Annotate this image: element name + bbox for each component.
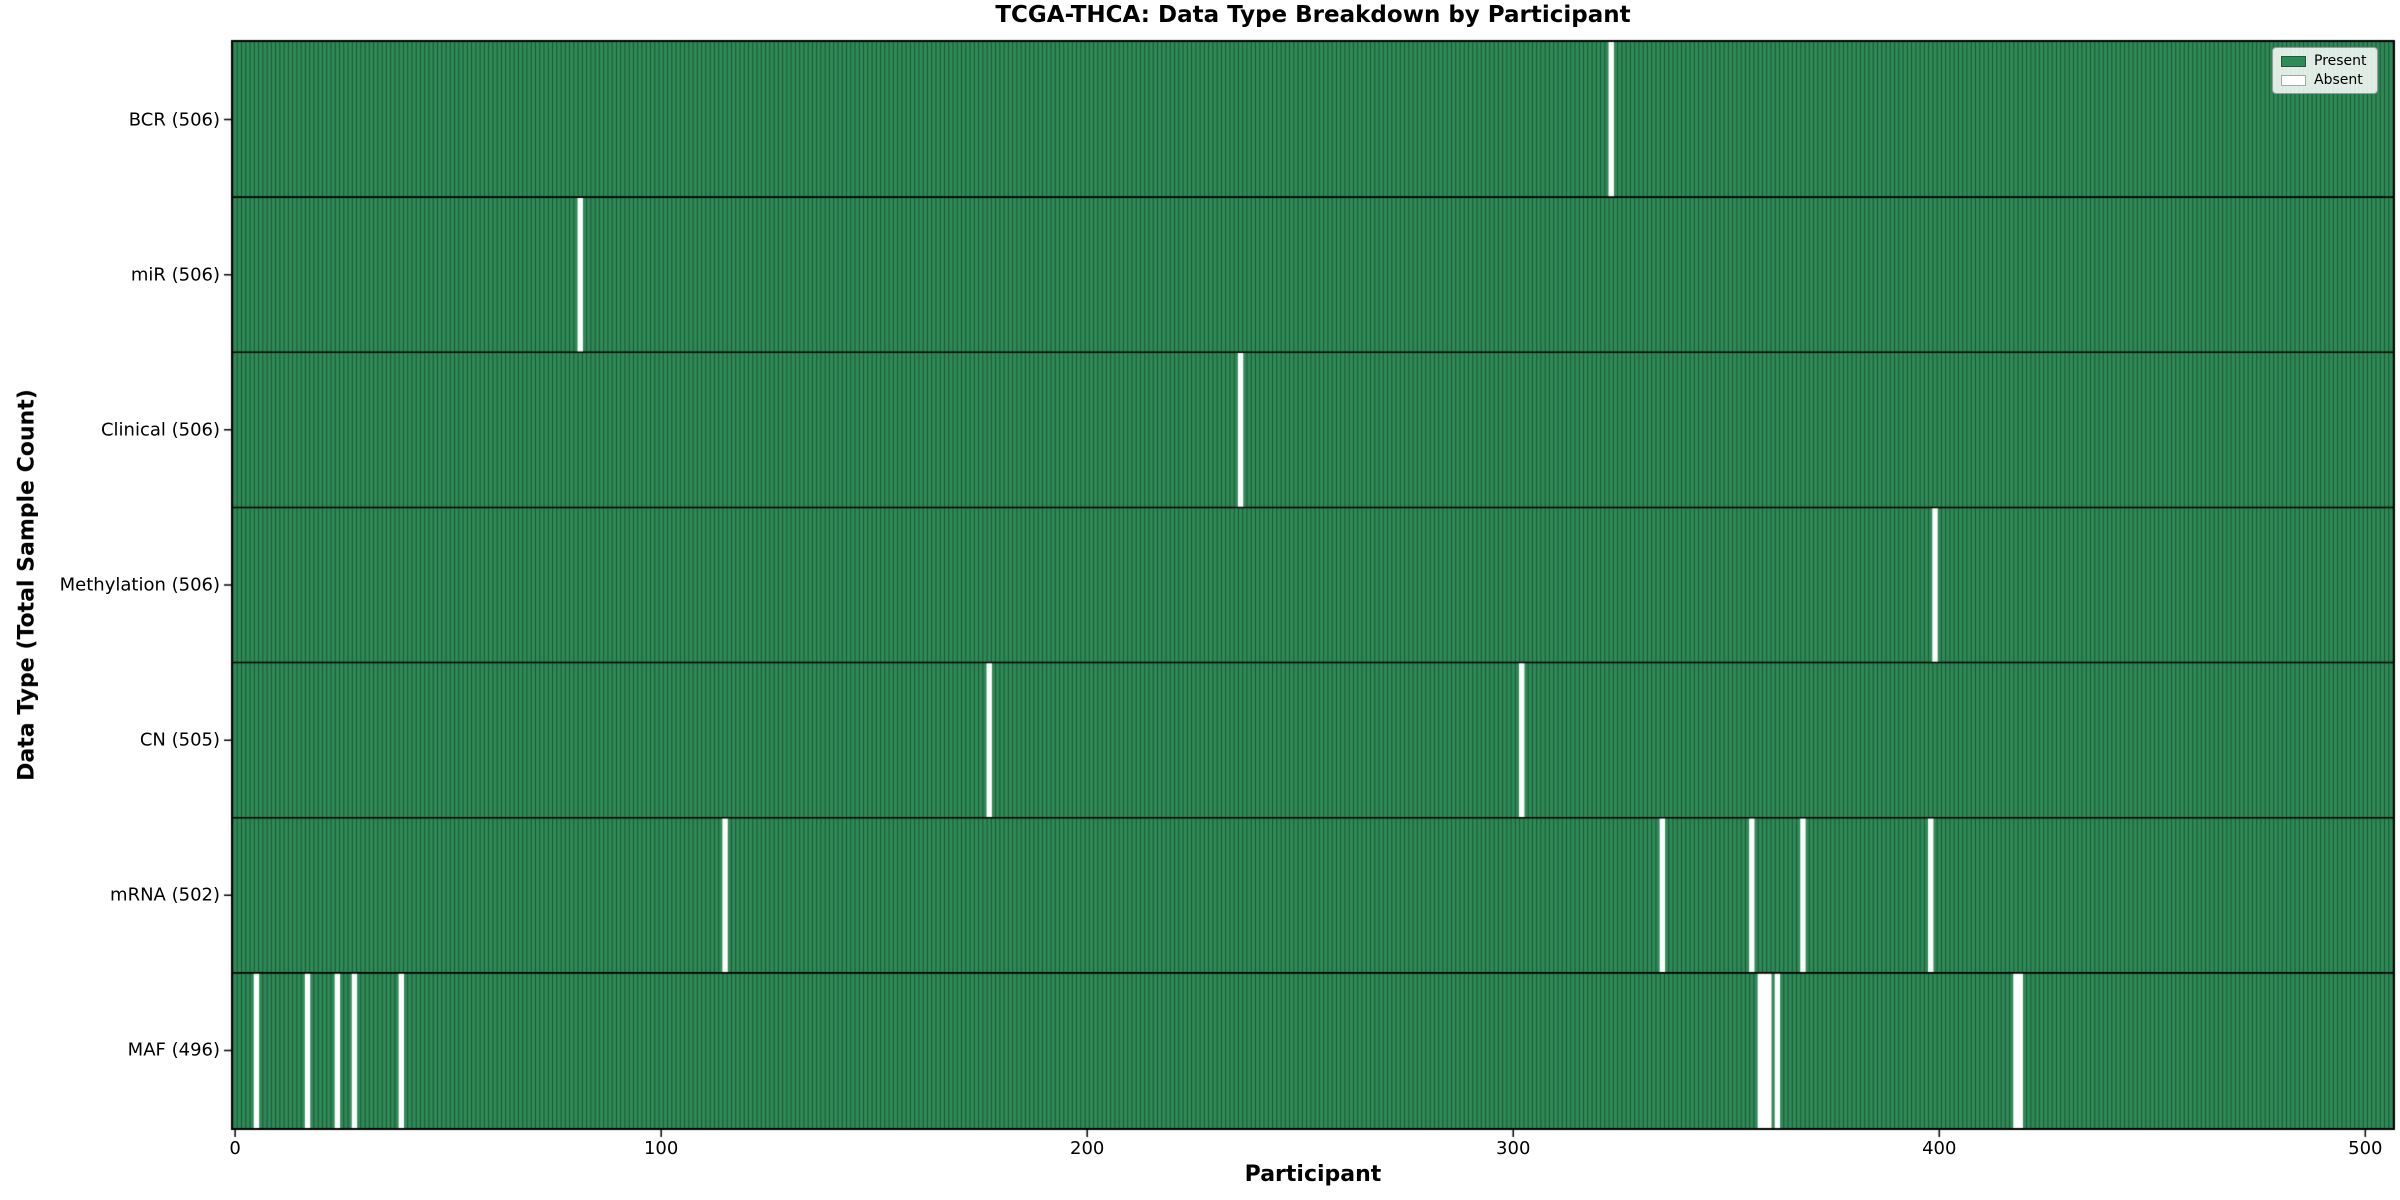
y-tick-label-maf: MAF (496) bbox=[127, 1039, 220, 1061]
absent-swatch-icon bbox=[2281, 74, 2306, 86]
y-tick-label-bcr: BCR (506) bbox=[128, 109, 220, 131]
present-swatch-icon bbox=[2281, 55, 2306, 67]
legend-label-present: Present bbox=[2314, 53, 2367, 69]
x-tick-label-200: 200 bbox=[1070, 1138, 1105, 1159]
y-tick-label-clinical: Clinical (506) bbox=[100, 419, 220, 441]
x-tick-label-100: 100 bbox=[643, 1138, 679, 1159]
y-tick-label-mrna: mRNA (502) bbox=[110, 884, 220, 906]
chart-title: TCGA-THCA: Data Type Breakdown by Partic… bbox=[995, 2, 1631, 28]
legend-label-absent: Absent bbox=[2314, 72, 2363, 88]
x-axis-label: Participant bbox=[1244, 1162, 1382, 1187]
x-tick-label-300: 300 bbox=[1496, 1138, 1531, 1159]
legend-entry-absent: Absent bbox=[2281, 73, 2369, 87]
x-tick-label-500: 500 bbox=[2348, 1138, 2383, 1159]
x-tick-label-400: 400 bbox=[1922, 1138, 1957, 1159]
legend-entry-present: Present bbox=[2281, 54, 2369, 68]
y-tick-label-mir: miR (506) bbox=[130, 264, 220, 286]
x-tick-label-0: 0 bbox=[229, 1138, 241, 1159]
y-tick-label-cn: CN (505) bbox=[139, 729, 220, 751]
y-axis-label: Data Type (Total Sample Count) bbox=[14, 389, 40, 781]
legend: Present Absent bbox=[2272, 47, 2378, 94]
y-tick-label-methylation: Methylation (506) bbox=[59, 574, 220, 596]
